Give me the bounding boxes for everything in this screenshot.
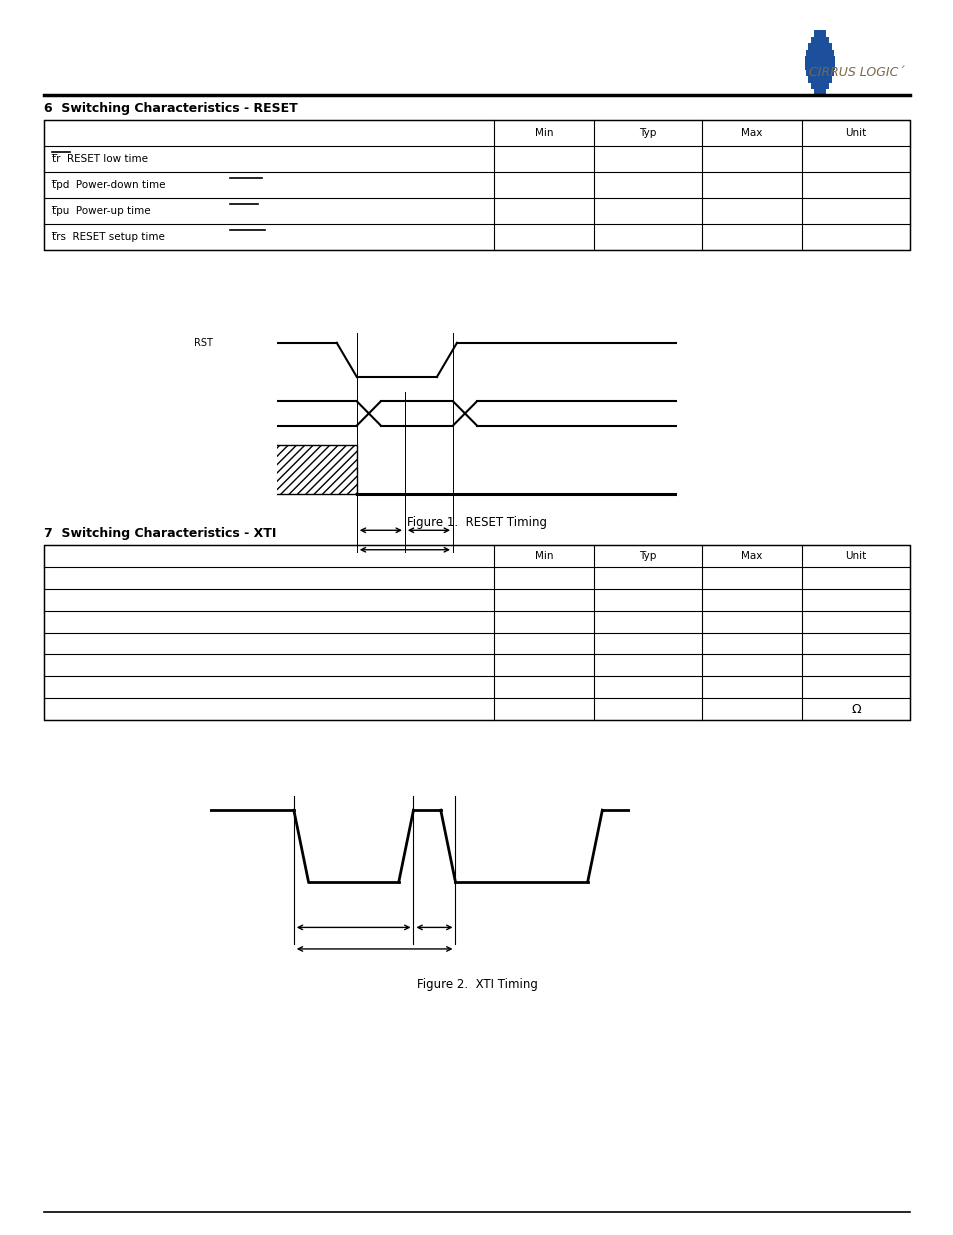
Bar xyxy=(807,75,831,83)
Bar xyxy=(804,56,834,63)
Text: Max: Max xyxy=(740,551,761,561)
Text: Unit: Unit xyxy=(844,128,865,138)
Text: RST: RST xyxy=(193,338,213,348)
Text: Min: Min xyxy=(535,551,553,561)
Text: Typ: Typ xyxy=(639,128,656,138)
Bar xyxy=(810,37,828,43)
Text: t̅rs  RESET setup time: t̅rs RESET setup time xyxy=(52,232,165,242)
Text: Max: Max xyxy=(740,128,761,138)
Text: 6  Switching Characteristics - RESET: 6 Switching Characteristics - RESET xyxy=(44,103,297,115)
Text: t̅r  RESET low time: t̅r RESET low time xyxy=(52,154,148,164)
Bar xyxy=(805,69,833,77)
Text: Typ: Typ xyxy=(639,551,656,561)
Text: t̅pu  Power-up time: t̅pu Power-up time xyxy=(52,206,151,216)
Polygon shape xyxy=(216,445,356,494)
Bar xyxy=(804,63,834,69)
Text: Unit: Unit xyxy=(844,551,865,561)
Bar xyxy=(813,89,825,95)
Text: 7  Switching Characteristics - XTI: 7 Switching Characteristics - XTI xyxy=(44,527,276,540)
Text: Figure 1.  RESET Timing: Figure 1. RESET Timing xyxy=(407,516,546,529)
Text: t̅pd  Power-down time: t̅pd Power-down time xyxy=(52,180,165,190)
Text: CIRRUS LOGIC´: CIRRUS LOGIC´ xyxy=(808,65,904,79)
Text: Figure 2.  XTI Timing: Figure 2. XTI Timing xyxy=(416,978,537,990)
Text: Min: Min xyxy=(535,128,553,138)
Text: Ω: Ω xyxy=(850,703,860,715)
Bar xyxy=(813,30,825,38)
Bar xyxy=(44,545,909,720)
Bar xyxy=(810,82,828,89)
Bar xyxy=(805,49,833,57)
Bar xyxy=(44,120,909,249)
Bar xyxy=(807,43,831,49)
